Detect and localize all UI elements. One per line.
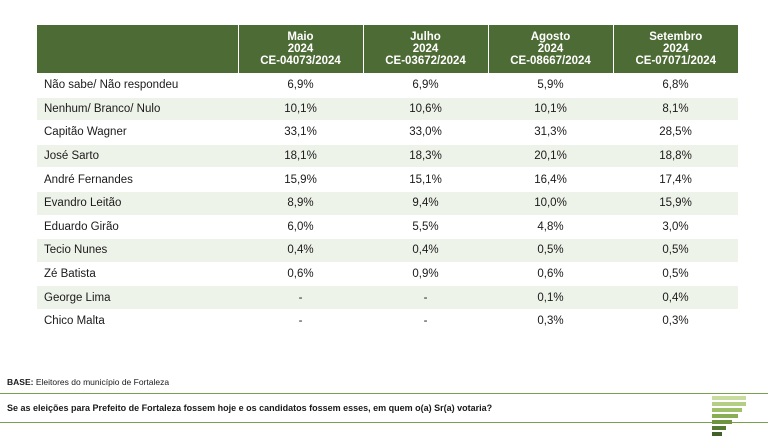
candidate-name: Nenhum/ Branco/ Nulo — [37, 96, 238, 121]
table-row: Capitão Wagner 33,1% 33,0% 31,3% 28,5% — [37, 120, 738, 145]
results-table-container: Maio 2024 CE-04073/2024 Julho 2024 CE-03672/2… — [37, 25, 738, 333]
candidate-name: Tecio Nunes — [37, 238, 238, 263]
column-header-year: 2024 — [662, 43, 689, 55]
value-cell: 8,1% — [613, 96, 738, 121]
value-cell: 9,4% — [363, 190, 488, 216]
candidate-name: Não sabe/ Não respondeu — [37, 73, 238, 98]
value-cell: 0,5% — [488, 238, 613, 263]
table-row: George Lima - -0,1% 0,4% — [37, 285, 738, 310]
column-header-code: CE-07071/2024 — [635, 55, 717, 67]
results-table: Maio 2024 CE-04073/2024 Julho 2024 CE-03672/2… — [37, 25, 738, 333]
value-cell: - — [363, 285, 488, 310]
column-header-year: 2024 — [287, 43, 314, 55]
value-cell: 16,4% — [488, 167, 613, 192]
candidate-name: André Fernandes — [37, 167, 238, 192]
value-cell: 6,8% — [613, 73, 738, 98]
value-cell: 4,8% — [488, 214, 613, 239]
value-cell: 10,1% — [238, 96, 363, 121]
value-cell: 5,9% — [488, 73, 613, 98]
column-header: Agosto 2024 CE-08667/2024 — [487, 25, 613, 74]
value-cell: - — [238, 308, 363, 333]
column-header-month: Julho — [410, 31, 441, 43]
base-note: BASE: Eleitores do município de Fortalez… — [7, 377, 169, 387]
survey-question: Se as eleições para Prefeito de Fortalez… — [7, 403, 493, 413]
column-header-month: Maio — [287, 31, 314, 43]
value-cell: - — [363, 308, 488, 333]
table-row: André Fernandes 15,9% 15,1% 16,4% 17,4% — [37, 167, 738, 192]
value-cell: 31,3% — [488, 120, 613, 145]
value-cell: 15,9% — [613, 190, 738, 216]
value-cell: 0,6% — [238, 261, 363, 286]
value-cell: 20,1% — [488, 143, 613, 168]
table-body: Não sabe/ Não respondeu 6,9% 6,9% 5,9% 6,8% N… — [37, 73, 738, 333]
value-cell: 18,3% — [363, 143, 488, 168]
value-cell: 10,0% — [488, 190, 613, 216]
header-empty-cell — [37, 25, 238, 74]
value-cell: 8,9% — [238, 190, 363, 216]
separator-line-bottom — [0, 422, 768, 423]
value-cell: 33,1% — [238, 120, 363, 145]
value-cell: 6,0% — [238, 214, 363, 239]
candidate-name: George Lima — [37, 285, 238, 310]
value-cell: 18,8% — [613, 143, 738, 168]
candidate-name: José Sarto — [37, 143, 238, 168]
table-row: José Sarto 18,1% 18,3% 20,1% 18,8% — [37, 143, 738, 168]
value-cell: 15,9% — [238, 167, 363, 192]
column-header-month: Agosto — [530, 31, 571, 43]
value-cell: 6,9% — [238, 73, 363, 98]
table-row: Zé Batista 0,6% 0,9% 0,6% 0,5% — [37, 261, 738, 286]
table-row: Eduardo Girão 6,0% 5,5% 4,8% 3,0% — [37, 214, 738, 239]
value-cell: 0,4% — [363, 238, 488, 263]
candidate-name: Zé Batista — [37, 261, 238, 286]
value-cell: 0,4% — [613, 285, 738, 310]
base-label: BASE: — [7, 377, 34, 387]
value-cell: 0,6% — [488, 261, 613, 286]
column-header-code: CE-03672/2024 — [385, 55, 466, 67]
value-cell: 17,4% — [613, 167, 738, 192]
table-header-row: Maio 2024 CE-04073/2024 Julho 2024 CE-03672/2… — [37, 25, 738, 74]
table-row: Não sabe/ Não respondeu 6,9% 6,9% 5,9% 6,8% — [37, 73, 738, 98]
column-header: Maio 2024 CE-04073/2024 — [237, 25, 363, 74]
value-cell: 0,5% — [613, 238, 738, 263]
table-row: Chico Malta - -0,3% 0,3% — [37, 308, 738, 333]
column-header: Setembro 2024 CE-07071/2024 — [612, 25, 738, 74]
candidate-name: Evandro Leitão — [37, 190, 238, 216]
value-cell: 6,9% — [363, 73, 488, 98]
value-cell: 0,9% — [363, 261, 488, 286]
column-header-year: 2024 — [537, 43, 564, 55]
value-cell: 3,0% — [613, 214, 738, 239]
value-cell: 18,1% — [238, 143, 363, 168]
column-header: Julho 2024 CE-03672/2024 — [362, 25, 488, 74]
value-cell: 0,4% — [238, 238, 363, 263]
candidate-name: Capitão Wagner — [37, 120, 238, 145]
column-header-code: CE-08667/2024 — [510, 55, 591, 67]
candidate-name: Eduardo Girão — [37, 214, 238, 239]
value-cell: 0,3% — [613, 308, 738, 333]
value-cell: 28,5% — [613, 120, 738, 145]
column-header-code: CE-04073/2024 — [260, 55, 341, 67]
value-cell: 10,1% — [488, 96, 613, 121]
value-cell: 10,6% — [363, 96, 488, 121]
column-header-month: Setembro — [649, 31, 703, 43]
table-row: Evandro Leitão 8,9% 9,4% 10,0% 15,9% — [37, 190, 738, 216]
value-cell: 5,5% — [363, 214, 488, 239]
value-cell: 33,0% — [363, 120, 488, 145]
value-cell: 0,3% — [488, 308, 613, 333]
table-row: Tecio Nunes 0,4% 0,4% 0,5% 0,5% — [37, 238, 738, 263]
value-cell: 0,1% — [488, 285, 613, 310]
stacked-bars-logo-icon — [712, 396, 746, 436]
value-cell: 15,1% — [363, 167, 488, 192]
value-cell: - — [238, 285, 363, 310]
value-cell: 0,5% — [613, 261, 738, 286]
separator-line-top — [0, 393, 768, 394]
candidate-name: Chico Malta — [37, 308, 238, 333]
column-header-year: 2024 — [412, 43, 439, 55]
table-row: Nenhum/ Branco/ Nulo 10,1% 10,6% 10,1% 8,1% — [37, 96, 738, 121]
base-text: Eleitores do município de Fortaleza — [35, 377, 170, 387]
